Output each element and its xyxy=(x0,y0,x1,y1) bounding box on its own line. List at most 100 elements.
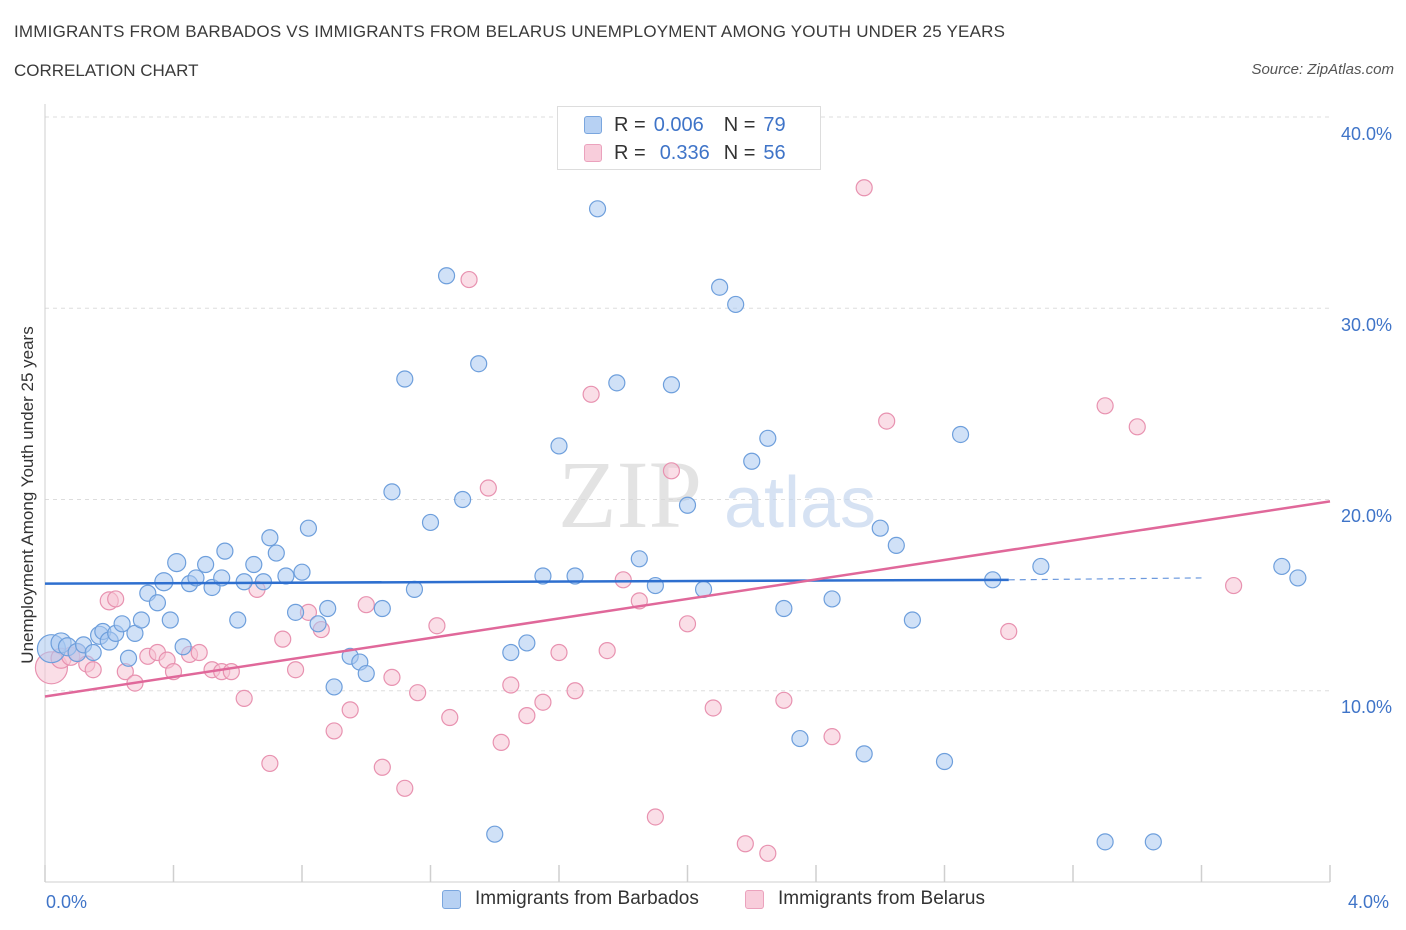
belarus-point-15 xyxy=(190,643,208,662)
barbados-point-78 xyxy=(1096,833,1114,851)
belarus-point-21 xyxy=(261,754,279,773)
barbados-point-16 xyxy=(154,572,174,592)
barbados-point-49 xyxy=(470,355,488,373)
belarus-point-43 xyxy=(582,385,600,403)
barbados-point-79 xyxy=(1144,833,1162,851)
barbados-point-65 xyxy=(743,452,761,470)
belarus-point-48 xyxy=(662,462,681,480)
legend-r-value: 0.006 xyxy=(653,113,704,136)
barbados-point-45 xyxy=(405,580,424,598)
belarus-point-51 xyxy=(736,835,754,853)
barbados-point-26 xyxy=(229,611,247,629)
belarus-point-56 xyxy=(878,412,896,430)
barbados-point-68 xyxy=(791,729,809,748)
y-tick-label-30: 30.0% xyxy=(1340,315,1392,335)
barbados-point-25 xyxy=(216,542,234,560)
y-tick-label-20: 20.0% xyxy=(1340,506,1392,526)
belarus-point-57 xyxy=(1000,622,1018,641)
legend-swatch-barbados xyxy=(584,116,602,134)
belarus-point-49 xyxy=(678,615,697,633)
belarus-point-54 xyxy=(823,728,841,746)
trend-line-belarus xyxy=(44,500,1331,698)
barbados-point-31 xyxy=(267,544,285,562)
stats-legend: R = 0.006 N = 79 R = 0.336 N = 56 xyxy=(557,106,821,170)
belarus-point-41 xyxy=(550,643,568,662)
barbados-point-32 xyxy=(277,567,295,585)
barbados-point-67 xyxy=(775,599,793,618)
chart-title: IMMIGRANTS FROM BARBADOS VS IMMIGRANTS F… xyxy=(14,22,1006,41)
belarus-point-23 xyxy=(286,661,305,679)
barbados-point-34 xyxy=(293,563,311,581)
barbados-point-17 xyxy=(161,611,179,629)
barbados-point-77 xyxy=(1032,557,1050,576)
barbados-point-28 xyxy=(245,555,263,574)
belarus-point-28 xyxy=(357,596,375,614)
belarus-point-44 xyxy=(598,641,616,660)
barbados-point-61 xyxy=(678,496,697,514)
barbados-point-54 xyxy=(550,437,568,455)
belarus-point-36 xyxy=(479,479,497,497)
belarus-point-31 xyxy=(396,779,414,797)
barbados-point-46 xyxy=(421,513,440,532)
belarus-point-42 xyxy=(566,682,584,700)
belarus-point-59 xyxy=(1128,418,1146,436)
barbados-point-50 xyxy=(486,825,504,843)
legend-n-label: N = xyxy=(723,141,756,164)
barbados-point-19 xyxy=(174,638,192,656)
barbados-point-30 xyxy=(261,529,279,547)
x-tick-label-min: 0.0% xyxy=(46,892,88,912)
belarus-point-60 xyxy=(1225,576,1243,595)
barbados-point-5 xyxy=(84,643,102,662)
belarus-point-35 xyxy=(460,270,478,289)
barbados-point-70 xyxy=(855,745,873,763)
belarus-point-58 xyxy=(1096,397,1114,415)
barbados-point-56 xyxy=(588,200,607,218)
grid-lines xyxy=(45,116,1330,692)
barbados-point-11 xyxy=(119,649,138,667)
barbados-point-42 xyxy=(373,599,391,618)
belarus-point-39 xyxy=(518,707,536,725)
barbados-point-71 xyxy=(871,519,889,537)
watermark-atlas: atlas xyxy=(724,463,876,543)
belarus-point-45 xyxy=(614,571,632,589)
belarus-point-37 xyxy=(492,733,510,751)
belarus-point-53 xyxy=(775,691,793,709)
belarus-point-52 xyxy=(759,844,777,862)
bottom-legend-barbados: Immigrants from Barbados xyxy=(442,888,699,910)
bottom-legend-belarus: Immigrants from Belarus xyxy=(745,888,985,910)
barbados-point-43 xyxy=(383,483,401,501)
belarus-point-29 xyxy=(373,758,391,776)
belarus-point-22 xyxy=(274,630,292,648)
barbados-point-58 xyxy=(630,550,648,568)
legend-swatch-belarus xyxy=(584,144,602,162)
belarus-point-40 xyxy=(534,693,552,711)
belarus-point-47 xyxy=(646,808,664,826)
barbados-point-37 xyxy=(319,599,337,618)
belarus-point-34 xyxy=(441,708,459,727)
watermark: ZIP atlas xyxy=(558,441,876,548)
belarus-point-19 xyxy=(235,689,253,708)
series-barbados-points xyxy=(36,200,1307,851)
axes xyxy=(44,104,1331,883)
barbados-point-80 xyxy=(1273,557,1291,576)
y-axis-label: Unemployment Among Youth under 25 years xyxy=(18,326,37,664)
legend-n-label: N = xyxy=(723,113,756,136)
barbados-point-63 xyxy=(711,278,729,296)
barbados-point-36 xyxy=(309,615,327,633)
barbados-point-48 xyxy=(454,490,472,509)
barbados-point-13 xyxy=(132,611,150,629)
legend-row-barbados: R = 0.006 N = 79 xyxy=(584,113,786,137)
y-tick-label-10: 10.0% xyxy=(1340,697,1392,717)
y-tick-label-40: 40.0% xyxy=(1340,124,1392,144)
barbados-point-22 xyxy=(197,555,215,574)
bottom-legend-label-barbados: Immigrants from Barbados xyxy=(475,888,699,909)
belarus-point-50 xyxy=(704,699,722,717)
barbados-point-15 xyxy=(148,594,167,612)
barbados-point-53 xyxy=(534,567,552,585)
barbados-point-52 xyxy=(518,634,536,652)
barbados-point-44 xyxy=(396,370,414,388)
chart-subtitle: CORRELATION CHART xyxy=(14,61,199,80)
barbados-point-18 xyxy=(167,553,187,573)
belarus-point-5 xyxy=(84,661,102,679)
